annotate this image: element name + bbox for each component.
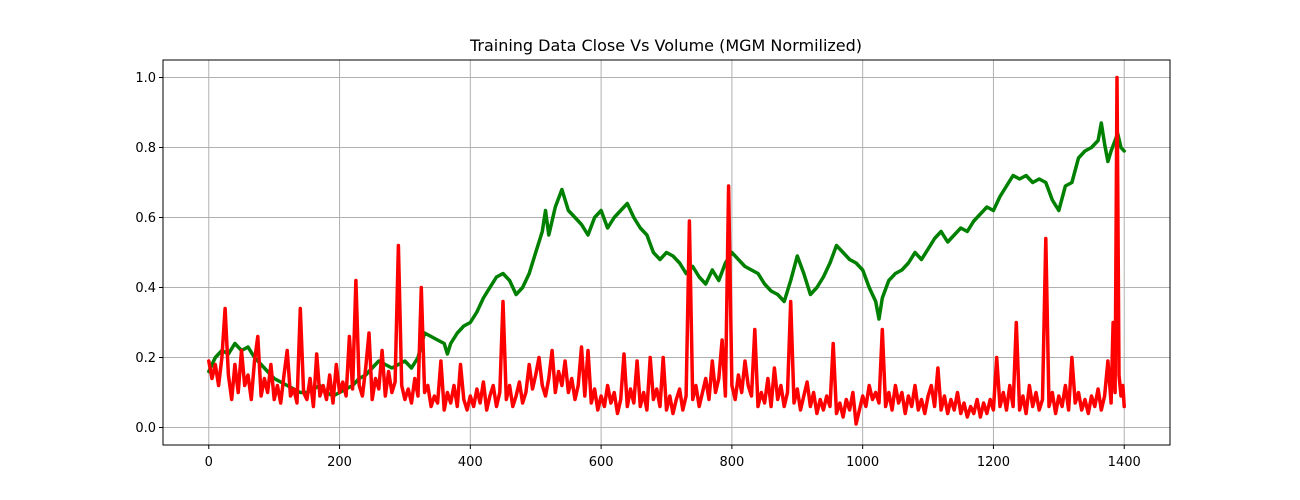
grid: [163, 60, 1170, 445]
x-tick-label: 600: [589, 455, 614, 470]
series-layer: [207, 75, 1126, 426]
x-tick-label: 1400: [1108, 455, 1141, 470]
series-line-2: [207, 75, 1126, 426]
plot-frame: [162, 59, 1171, 446]
y-tick-label: 1.0: [135, 71, 156, 86]
x-tick-label: 0: [205, 455, 213, 470]
x-tick-label: 200: [327, 455, 352, 470]
x-tick-label: 800: [719, 455, 744, 470]
chart-title: Training Data Close Vs Volume (MGM Normi…: [469, 36, 862, 55]
axes: 0 200 400 600 800 1000 1200 1400 0.0 0.2 0.4 0.6 0.8…: [135, 71, 1140, 470]
x-tick-label: 1000: [846, 455, 879, 470]
series-line-1: [207, 121, 1126, 398]
y-tick-label: 0.6: [135, 211, 156, 226]
y-tick-label: 0.4: [135, 281, 156, 296]
y-tick-label: 0.8: [135, 141, 156, 156]
y-tick-label: 0.2: [135, 351, 156, 366]
x-tick-label: 400: [458, 455, 483, 470]
y-tick-label: 0.0: [135, 421, 156, 436]
x-tick-label: 1200: [977, 455, 1010, 470]
